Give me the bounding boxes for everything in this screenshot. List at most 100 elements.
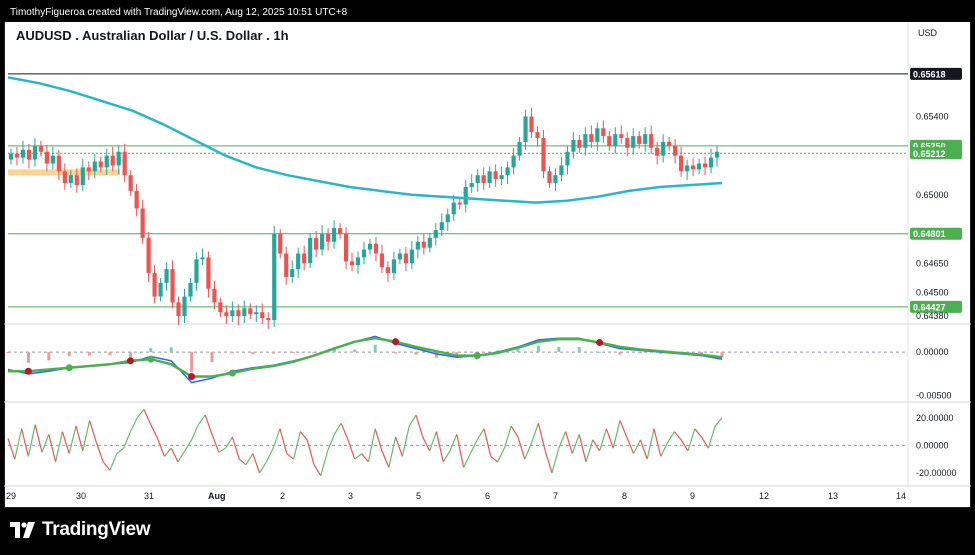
macd-cross-dot — [24, 367, 32, 375]
candle-body — [349, 261, 355, 266]
oscillator-segment — [306, 439, 315, 465]
oscillator-segment — [517, 436, 526, 460]
candle-body — [601, 128, 606, 137]
oscillator-segment — [163, 447, 172, 457]
candle-body — [445, 214, 450, 223]
candle-body — [553, 175, 558, 184]
macd-cross-dot — [228, 369, 236, 377]
oscillator-segment — [61, 431, 70, 454]
macd-histogram-bar — [700, 352, 704, 355]
candle-body — [320, 233, 325, 250]
oscillator-segment — [687, 428, 696, 452]
oscillator-segment — [476, 428, 485, 441]
candle-body — [373, 243, 379, 254]
oscillator-segment — [191, 424, 199, 441]
tradingview-logo[interactable]: TradingView — [10, 515, 151, 545]
candle-body — [218, 302, 223, 313]
candle-body — [290, 269, 295, 277]
candle-body — [337, 228, 343, 234]
oscillator-segment — [150, 424, 159, 439]
candle-body — [541, 138, 546, 172]
time-tick-label: 3 — [348, 491, 353, 501]
oscillator-segment — [612, 420, 621, 449]
price-tick-label: 0.65400 — [916, 112, 949, 122]
macd-histogram-bar — [496, 350, 500, 353]
candle-body — [684, 165, 690, 172]
macd-histogram-bar — [108, 352, 112, 356]
candle-body — [625, 138, 630, 148]
macd-histogram-bar — [67, 352, 71, 357]
oscillator-segment — [34, 424, 43, 453]
candle-body — [523, 116, 528, 142]
oscillator-segment — [707, 425, 716, 449]
oscillator-segment — [123, 431, 131, 449]
candle-body — [224, 312, 229, 317]
oscillator-segment — [95, 442, 104, 463]
candle-body — [433, 230, 438, 238]
oscillator-segment — [401, 425, 410, 457]
chart-area[interactable] — [4, 4, 971, 508]
oscillator-segment — [605, 428, 614, 449]
oscillator-segment — [381, 450, 390, 468]
macd-histogram-bar — [149, 347, 153, 353]
oscillator-segment — [408, 414, 417, 427]
macd-histogram-bar — [618, 352, 622, 355]
candle-body — [595, 128, 600, 142]
oscillator-segment — [354, 453, 362, 460]
oscillator-segment — [157, 438, 165, 457]
price-tick-label: 0.64500 — [916, 288, 949, 298]
candle-body — [355, 257, 361, 266]
candle-body — [469, 183, 474, 187]
candle-body — [403, 253, 408, 264]
candle-body — [690, 165, 696, 170]
candle-body — [714, 151, 720, 158]
level-tag — [910, 227, 962, 240]
oscillator-segment — [265, 447, 274, 463]
candle-body — [559, 165, 564, 176]
candle-body — [164, 269, 169, 283]
oscillator-segment — [694, 428, 703, 438]
oscillator-segment — [544, 450, 553, 474]
candle-body — [26, 149, 32, 160]
oscillator-segment — [82, 420, 91, 452]
candle-body — [140, 208, 145, 238]
macd-histogram-bar — [414, 352, 418, 355]
attribution-text: TimothyFigueroa created with TradingView… — [10, 7, 348, 18]
oscillator-segment — [347, 439, 356, 460]
candle-body — [481, 175, 486, 184]
macd-histogram-bar — [251, 352, 255, 355]
candle-body — [50, 155, 55, 164]
candle-body — [314, 237, 319, 250]
oscillator-segment — [578, 434, 587, 463]
macd-histogram-bar — [6, 352, 10, 354]
oscillator-segment — [565, 431, 573, 454]
oscillator-segment — [204, 414, 213, 435]
oscillator-segment — [55, 431, 63, 463]
macd-histogram-bar — [190, 352, 194, 372]
oscillator-segment — [170, 447, 179, 463]
candle-body — [260, 312, 265, 319]
time-tick-label: 14 — [896, 491, 906, 501]
time-tick-label: 5 — [416, 491, 421, 501]
candle-body — [296, 253, 301, 270]
oscillator-segment — [571, 434, 580, 454]
level-tag-label: 0.64427 — [913, 302, 946, 312]
macd-cross-dot — [188, 372, 196, 380]
oscillator-segment — [456, 434, 465, 468]
oscillator-segment — [469, 439, 478, 454]
oscillator-segment — [714, 417, 723, 427]
currency-label[interactable]: USD — [918, 28, 938, 38]
oscillator-segment — [592, 439, 601, 452]
macd-signal-line — [8, 336, 723, 378]
candle-body — [170, 269, 175, 303]
candle-body — [158, 282, 163, 297]
candle-body — [182, 296, 187, 317]
symbol-title[interactable]: AUDUSD . Australian Dollar / U.S. Dollar… — [16, 28, 289, 43]
candle-body — [302, 253, 307, 264]
macd-histogram-bar — [536, 345, 540, 353]
candle-body — [74, 175, 79, 185]
candle-body — [511, 155, 516, 168]
candle-body — [230, 310, 235, 317]
candle-body — [397, 253, 402, 260]
oscillator-segment — [463, 453, 471, 468]
